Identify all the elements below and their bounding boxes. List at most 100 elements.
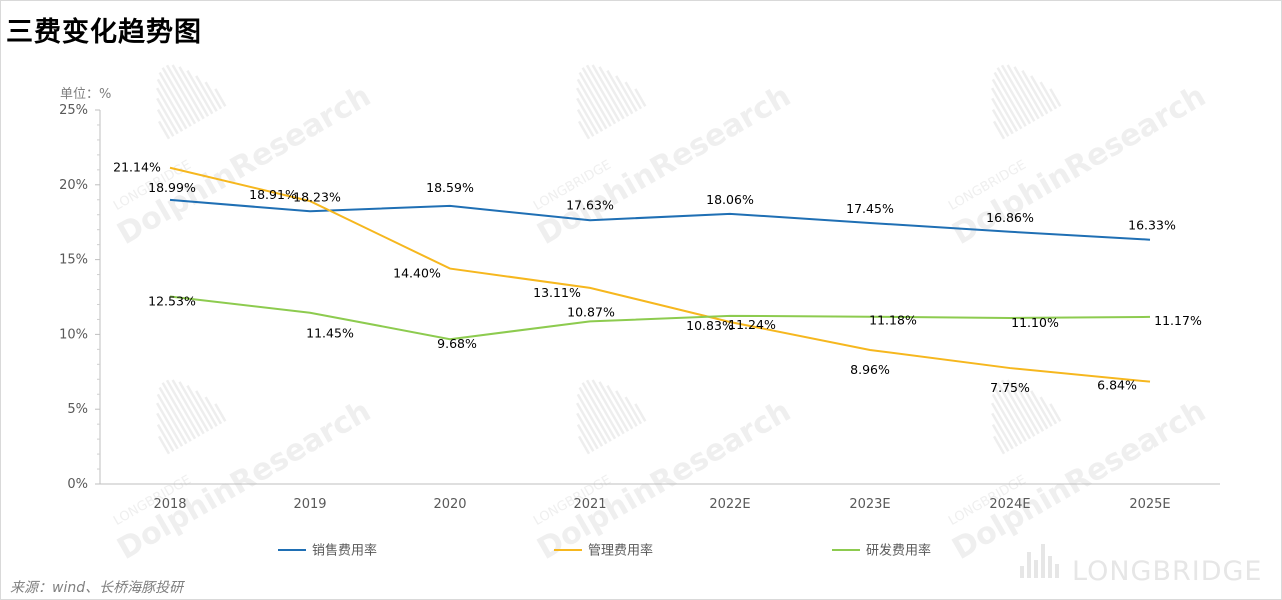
series-line-1 <box>169 198 1151 241</box>
data-label: 17.45% <box>846 201 894 216</box>
watermark-bar <box>1030 75 1053 112</box>
watermark-bar <box>585 64 621 122</box>
watermark-bar <box>156 423 175 452</box>
data-label: 18.59% <box>426 180 474 195</box>
watermark-bar <box>996 382 1032 440</box>
series-line-3 <box>169 295 1151 341</box>
watermark-bar <box>157 435 171 455</box>
watermark-bar <box>576 87 604 132</box>
watermark-bar <box>591 64 625 120</box>
watermark-bar <box>576 423 595 452</box>
x-tick-label: 2022E <box>709 497 750 512</box>
page-title: 三费变化趋势图 <box>6 17 202 48</box>
data-label: 16.86% <box>986 210 1034 225</box>
watermark-bar <box>578 386 612 442</box>
y-tick-label: 15% <box>59 253 88 268</box>
watermark-bar <box>991 412 1014 450</box>
watermark-bar <box>598 66 630 117</box>
watermark-bar <box>157 120 171 140</box>
logo-bar <box>1027 552 1031 578</box>
data-label: 10.87% <box>567 304 615 319</box>
watermark-bar <box>156 108 175 137</box>
watermark-bar <box>186 384 214 430</box>
watermark-bar <box>214 88 227 107</box>
watermark-bar <box>577 120 591 140</box>
x-tick-label: 2018 <box>153 497 186 512</box>
y-tick-label: 25% <box>59 103 88 118</box>
watermark-text: DolphinResearch <box>532 79 797 252</box>
x-tick-label: 2021 <box>573 497 606 512</box>
watermark-text: DolphinResearch <box>532 394 797 567</box>
watermark-bar <box>576 78 608 130</box>
y-tick-label: 20% <box>59 178 88 193</box>
data-label: 7.75% <box>990 380 1030 395</box>
watermark-bar <box>204 81 223 110</box>
data-label: 18.99% <box>148 180 196 195</box>
watermark-bar <box>1013 66 1045 117</box>
watermark-bar <box>634 88 647 107</box>
watermark-bar <box>1049 403 1062 422</box>
watermark-bar <box>156 412 179 450</box>
watermark-bar <box>634 403 647 422</box>
watermark-bar <box>991 393 1023 445</box>
y-tick-label: 5% <box>67 402 88 417</box>
watermark-bar <box>576 402 604 447</box>
data-label: 18.91% <box>249 187 297 202</box>
y-tick-label: 0% <box>67 477 88 492</box>
watermark-bar <box>1039 396 1058 425</box>
watermark-text: DolphinResearch <box>947 394 1212 567</box>
watermark-bar <box>161 382 197 440</box>
logo-bar <box>1041 544 1045 578</box>
watermark-bar <box>1000 64 1036 122</box>
watermark-bar <box>991 108 1010 137</box>
watermark-bar <box>581 67 617 125</box>
watermark-bar <box>1039 81 1058 110</box>
data-label: 17.63% <box>566 197 614 212</box>
watermark-bar <box>1000 379 1036 437</box>
watermark-bar <box>214 403 227 422</box>
legend-label: 销售费用率 <box>312 543 377 559</box>
watermark-bar <box>991 423 1010 452</box>
watermark-bar <box>161 67 197 125</box>
watermark-bar <box>576 97 599 135</box>
watermark-bar <box>576 393 608 445</box>
x-tick-label: 2020 <box>433 497 466 512</box>
watermark-bar <box>598 381 630 432</box>
data-label: 12.53% <box>148 294 196 309</box>
source-note: 来源：wind、长桥海豚投研 <box>10 580 184 596</box>
data-label: 14.40% <box>393 266 441 281</box>
data-label: 16.33% <box>1128 218 1176 233</box>
watermark-bar <box>992 435 1006 455</box>
watermark-bar <box>156 87 184 132</box>
watermark-bar <box>991 402 1019 447</box>
watermark-bar <box>993 386 1027 442</box>
watermark-bar <box>1030 390 1053 427</box>
watermark-bar <box>992 120 1006 140</box>
watermark-bar <box>615 75 638 112</box>
logo-bar <box>1048 556 1052 578</box>
x-tick-label: 2024E <box>989 497 1030 512</box>
logo-bar <box>1055 564 1059 578</box>
watermark-bar <box>178 381 210 432</box>
x-tick-label: 2023E <box>849 497 890 512</box>
data-label: 9.68% <box>437 336 477 351</box>
watermark-bar <box>158 386 192 442</box>
watermark-bar <box>991 97 1014 135</box>
watermark-bar <box>178 66 210 117</box>
unit-label: 单位：% <box>60 87 112 102</box>
watermark-bar <box>581 382 617 440</box>
series-line-2 <box>169 166 1151 383</box>
data-label: 11.18% <box>869 313 917 328</box>
watermark-bar <box>615 390 638 427</box>
watermark-bar <box>156 78 188 130</box>
watermark-bar <box>585 379 621 437</box>
data-label: 10.83% <box>686 318 734 333</box>
data-label: 11.45% <box>306 326 354 341</box>
x-tick-label: 2025E <box>1129 497 1170 512</box>
watermark-bar <box>991 78 1023 130</box>
data-label: 18.06% <box>706 192 754 207</box>
data-label: 6.84% <box>1097 378 1137 393</box>
